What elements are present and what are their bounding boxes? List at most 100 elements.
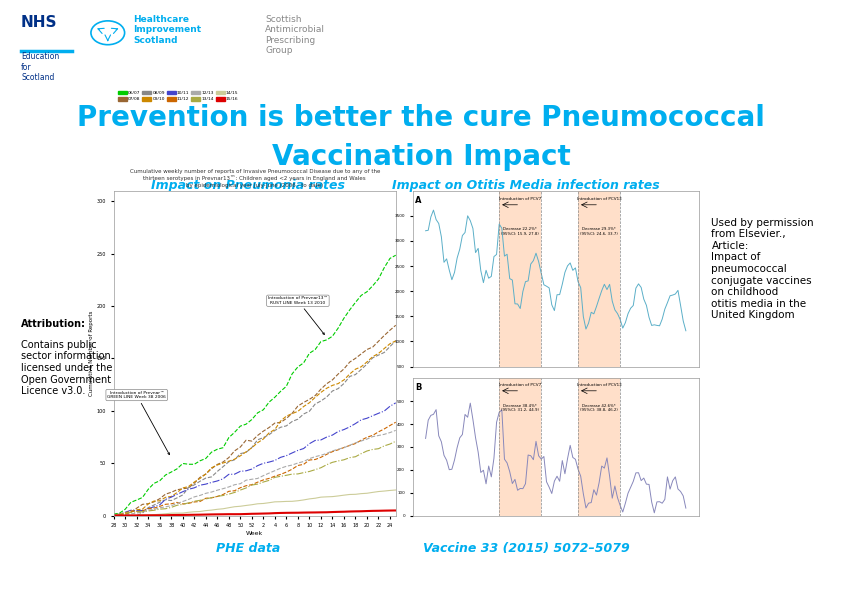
09/10: [299, 403, 309, 410]
14/15: [322, 493, 332, 501]
09/10: [120, 510, 131, 517]
09/10: [304, 399, 314, 406]
Line: 10/11: 10/11: [114, 403, 396, 515]
13/14: [155, 505, 165, 513]
10/11: [368, 412, 378, 420]
Text: Healthcare
Improvement
Scotland: Healthcare Improvement Scotland: [133, 15, 201, 45]
13/14: [161, 505, 171, 513]
10/11: [200, 480, 210, 488]
08/09: [281, 423, 291, 430]
12/13: [293, 460, 303, 467]
11/12: [235, 484, 245, 491]
Line: 15/16: 15/16: [114, 510, 396, 516]
12/13: [253, 475, 263, 482]
07/08: [269, 420, 280, 427]
07/08: [137, 501, 147, 508]
10/11: [212, 477, 222, 485]
15/16: [155, 512, 165, 519]
12/13: [184, 496, 194, 503]
07/08: [379, 332, 389, 339]
12/13: [172, 500, 182, 507]
15/16: [350, 508, 360, 515]
09/10: [344, 371, 354, 378]
13/14: [166, 504, 176, 511]
09/10: [253, 439, 263, 446]
10/11: [299, 445, 309, 452]
09/10: [109, 511, 119, 519]
11/12: [281, 468, 291, 476]
13/14: [235, 486, 245, 493]
07/08: [281, 415, 291, 422]
12/13: [241, 477, 251, 484]
13/14: [333, 457, 344, 464]
08/09: [137, 510, 147, 517]
14/15: [189, 508, 200, 516]
15/16: [195, 511, 205, 519]
Text: Impact on Pneumonia rates: Impact on Pneumonia rates: [152, 179, 345, 192]
08/09: [247, 444, 257, 451]
09/10: [362, 358, 372, 365]
11/12: [195, 498, 205, 505]
11/12: [149, 504, 159, 511]
10/11: [362, 415, 372, 422]
13/14: [368, 446, 378, 453]
09/10: [287, 410, 297, 417]
13/14: [230, 489, 240, 496]
Text: Prevention is better the cure Pneumococcal: Prevention is better the cure Pneumococc…: [77, 104, 765, 132]
07/08: [189, 480, 200, 487]
Text: Impact on Otitis Media infection rates: Impact on Otitis Media infection rates: [392, 179, 660, 192]
13/14: [310, 466, 320, 473]
12/13: [269, 467, 280, 474]
10/11: [120, 508, 131, 516]
13/14: [258, 479, 269, 486]
11/12: [109, 512, 119, 519]
06/07: [155, 477, 165, 485]
09/10: [200, 470, 210, 477]
13/14: [195, 496, 205, 504]
07/08: [143, 500, 153, 507]
08/09: [143, 504, 153, 511]
07/08: [195, 474, 205, 481]
06/07: [241, 421, 251, 428]
07/08: [149, 498, 159, 505]
09/10: [368, 353, 378, 360]
09/10: [212, 461, 222, 468]
14/15: [161, 510, 171, 517]
Line: 06/07: 06/07: [114, 255, 396, 514]
15/16: [304, 509, 314, 516]
15/16: [316, 509, 326, 516]
09/10: [230, 455, 240, 462]
06/07: [264, 399, 274, 406]
07/08: [373, 338, 383, 345]
10/11: [189, 485, 200, 492]
06/07: [189, 461, 200, 468]
06/07: [218, 444, 228, 451]
09/10: [293, 408, 303, 415]
08/09: [379, 349, 389, 356]
10/11: [247, 465, 257, 473]
08/09: [178, 491, 188, 498]
13/14: [344, 454, 354, 461]
08/09: [368, 354, 378, 361]
12/13: [275, 465, 285, 472]
08/09: [120, 512, 131, 519]
10/11: [275, 454, 285, 461]
09/10: [316, 389, 326, 396]
11/12: [356, 437, 366, 444]
08/09: [218, 463, 228, 470]
14/15: [287, 498, 297, 505]
15/16: [247, 510, 257, 517]
14/15: [304, 495, 314, 502]
14/15: [195, 508, 205, 515]
06/07: [224, 434, 234, 441]
08/09: [189, 482, 200, 489]
12/13: [120, 511, 131, 519]
15/16: [338, 508, 349, 516]
10/11: [316, 436, 326, 443]
09/10: [172, 489, 182, 496]
Line: 07/08: 07/08: [114, 325, 396, 515]
11/12: [230, 487, 240, 494]
08/09: [230, 456, 240, 463]
09/10: [247, 444, 257, 451]
Line: 11/12: 11/12: [114, 422, 396, 516]
